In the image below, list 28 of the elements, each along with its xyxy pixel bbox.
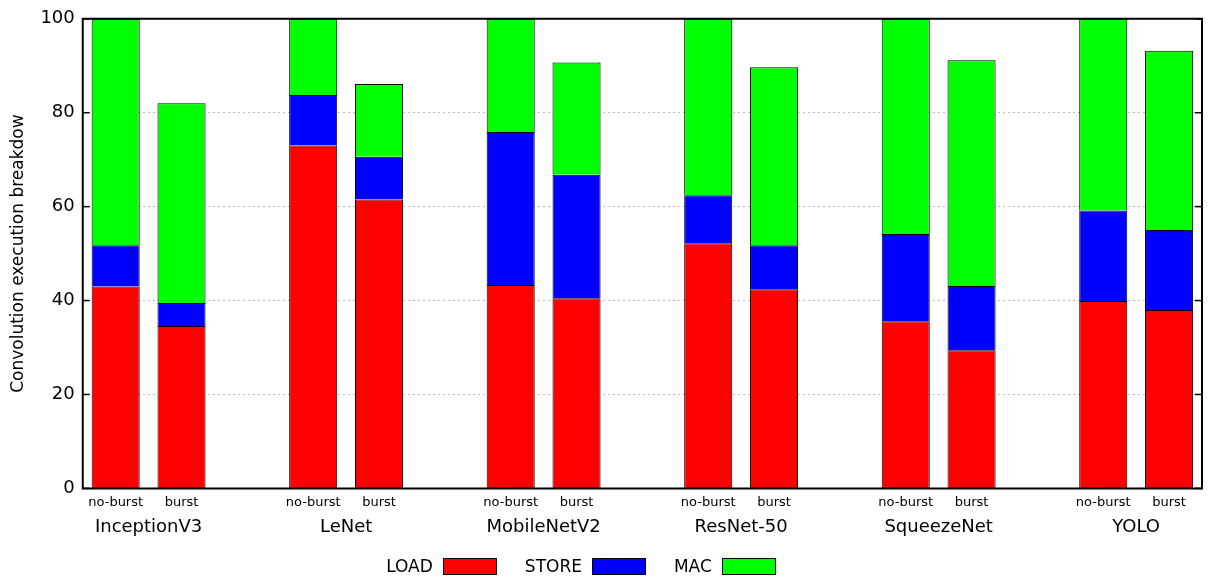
text: SqueezeNet: [884, 515, 993, 537]
text: LeNet: [319, 515, 373, 537]
x-tick-label: burst: [954, 493, 989, 509]
y-tick-label: 60: [51, 194, 75, 216]
x-tick-label: burst: [1152, 493, 1186, 509]
x-tick-label: no-burst: [483, 493, 539, 509]
x-tick-label: no-burst: [285, 493, 341, 509]
text: MobileNetV2: [486, 515, 601, 537]
x-tick-label: burst: [757, 493, 791, 509]
x-tick-label: no-burst: [1075, 493, 1131, 509]
x-tick-label: no-burst: [680, 493, 736, 509]
text: ResNet-50: [694, 515, 788, 537]
legend-label: MAC: [673, 556, 712, 576]
legend-label: STORE: [524, 556, 582, 576]
y-tick-label: 100: [40, 6, 75, 28]
x-tick-label: burst: [362, 493, 396, 509]
legend-label: LOAD: [386, 556, 433, 576]
x-tick-label: burst: [164, 493, 199, 509]
text: InceptionV3: [94, 515, 203, 537]
x-tick-label: burst: [559, 493, 594, 509]
x-tick-label: no-burst: [88, 493, 144, 509]
y-tick-label: 0: [63, 476, 75, 498]
text: YOLO: [1111, 515, 1161, 537]
y-tick-label: 20: [51, 382, 75, 404]
y-axis-title: Convolution execution breakdow: [6, 114, 27, 393]
y-tick-label: 40: [51, 288, 75, 310]
x-tick-label: no-burst: [878, 493, 934, 509]
y-tick-label: 80: [51, 100, 75, 122]
